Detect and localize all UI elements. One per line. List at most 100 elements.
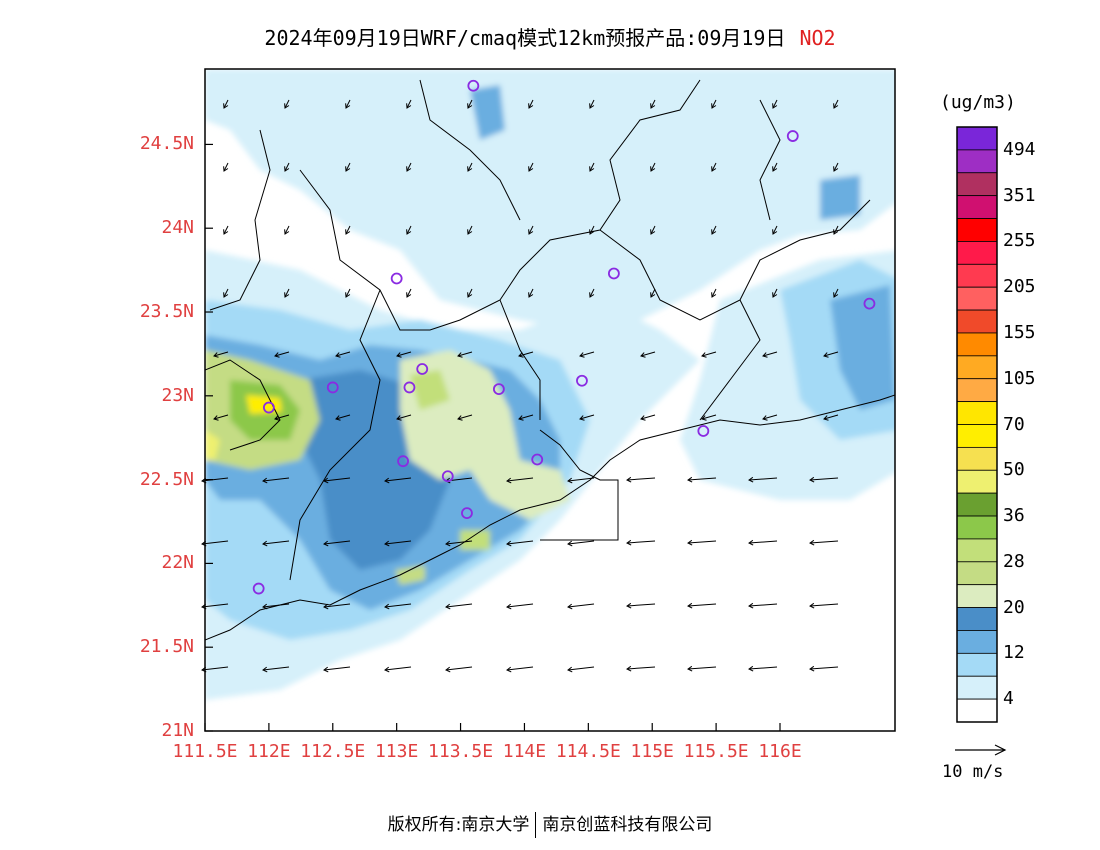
wind-vector-head — [687, 602, 693, 609]
colorbar-swatch — [956, 652, 998, 677]
wind-vector-head — [406, 103, 412, 109]
wind-vector — [406, 162, 412, 172]
wind-vector — [640, 414, 656, 420]
wind-vector — [345, 225, 351, 235]
wind-vector — [223, 225, 229, 235]
colorbar-label: 255 — [1003, 230, 1036, 252]
wind-vector-head — [650, 292, 656, 298]
wind-vector — [506, 603, 534, 608]
wind-vector-head — [518, 415, 524, 421]
wind-vector-head — [626, 602, 632, 609]
footer-separator — [535, 812, 537, 838]
colorbar-label: 351 — [1003, 184, 1036, 206]
wind-vector-head — [589, 292, 595, 298]
wind-vector-head — [772, 103, 778, 109]
wind-vector-head — [262, 603, 268, 610]
wind-vector — [650, 288, 656, 298]
wind-vector — [567, 477, 595, 482]
station-marker — [467, 79, 480, 92]
boundary-lines — [205, 79, 895, 641]
wind-vector-head — [650, 166, 656, 172]
colorbar-swatch — [956, 424, 998, 448]
wind-vector — [506, 540, 534, 545]
wind-vector-head — [201, 477, 207, 484]
wind-vector-head — [579, 352, 585, 358]
wind-vector — [445, 540, 473, 545]
wind-vector — [335, 414, 351, 420]
wind-vector — [323, 666, 351, 671]
wind-vector — [528, 162, 534, 172]
wind-vector — [650, 225, 656, 235]
wind-vector-head — [223, 229, 229, 235]
wind-vector — [406, 99, 412, 109]
colorbar-swatch — [956, 355, 998, 380]
wind-vector — [809, 540, 839, 544]
wind-vector — [567, 666, 595, 671]
wind-vector — [772, 288, 778, 298]
wind-vector — [589, 99, 595, 109]
wind-vector-head — [467, 166, 473, 172]
wind-vector-head — [748, 476, 754, 483]
wind-vector — [809, 666, 839, 670]
wind-vector — [748, 540, 778, 544]
wind-vector — [833, 99, 839, 109]
wind-vector-head — [528, 103, 534, 109]
wind-vector-head — [833, 292, 839, 298]
wind-vector-head — [506, 477, 512, 484]
wind-vector — [687, 666, 717, 670]
wind-vector — [213, 351, 229, 357]
wind-vector — [567, 603, 595, 608]
wind-vector-head — [701, 415, 707, 421]
wind-vector-head — [687, 665, 693, 672]
wind-vector-head — [406, 166, 412, 172]
wind-vector — [406, 225, 412, 235]
lat-label: 24N — [161, 217, 194, 239]
footer: 版权所有:南京大学 南京创蓝科技有限公司 — [0, 810, 1100, 838]
colorbar-swatch — [956, 172, 998, 197]
wind-vector-head — [384, 666, 390, 673]
colorbar-swatch — [956, 607, 998, 631]
wind-vector-head — [579, 415, 585, 421]
wind-vector-head — [809, 602, 815, 609]
wind-vector — [772, 99, 778, 109]
colorbar-label: 12 — [1003, 642, 1025, 664]
lon-label: 113E — [374, 741, 419, 762]
wind-vector-head — [506, 666, 512, 673]
wind-vector-head — [528, 166, 534, 172]
station-marker — [262, 401, 275, 414]
colorbar-swatch — [956, 446, 998, 471]
wind-vector-head — [823, 352, 829, 358]
wind-vector — [457, 351, 473, 357]
wind-vector — [445, 666, 473, 671]
colorbar-swatch — [956, 218, 998, 242]
wind-vector — [809, 603, 839, 607]
wind-vector — [467, 288, 473, 298]
lon-label: 111.5E — [172, 741, 238, 762]
lon-label: 115.5E — [683, 741, 749, 762]
colorbar-swatch — [956, 401, 998, 425]
colorbar-swatch — [956, 263, 998, 288]
station-marker — [492, 383, 505, 396]
station-marker — [607, 267, 620, 280]
wind-vector-head — [711, 166, 717, 172]
station-marker — [461, 507, 473, 520]
wind-vector-head — [262, 666, 268, 673]
wind-vector — [701, 414, 717, 420]
wind-vector-head — [640, 415, 646, 421]
wind-vector — [223, 99, 229, 109]
lat-label: 22N — [161, 552, 194, 574]
colorbar-label: 70 — [1003, 413, 1025, 435]
wind-vector-head — [809, 539, 815, 546]
wind-vector — [284, 162, 290, 172]
lon-label: 112.5E — [300, 741, 366, 762]
wind-vector — [650, 162, 656, 172]
wind-vector-head — [201, 540, 207, 547]
wind-vector-head — [284, 292, 290, 298]
wind-vector — [762, 351, 778, 357]
wind-vector-head — [406, 229, 412, 235]
footer-company: 南京创蓝科技有限公司 — [542, 815, 713, 835]
wind-vector — [579, 351, 595, 357]
wind-vector — [833, 162, 839, 172]
wind-vector — [640, 351, 656, 357]
